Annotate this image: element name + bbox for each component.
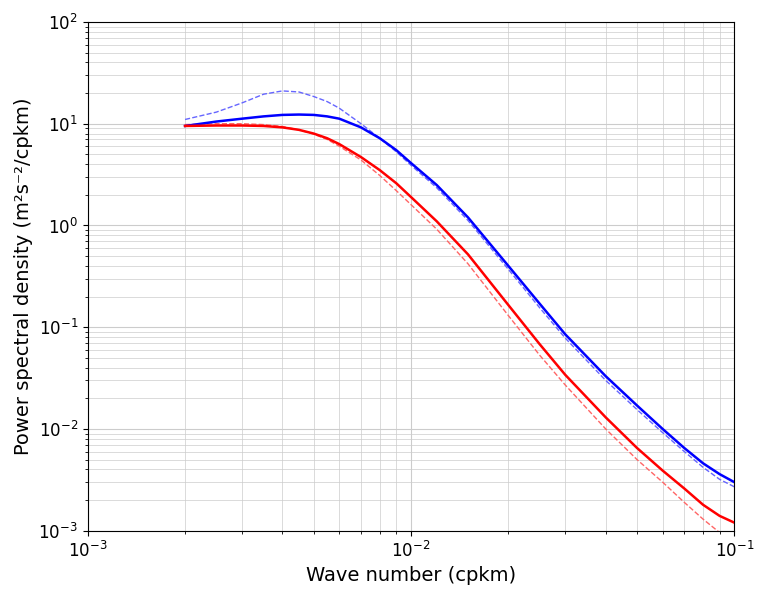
Y-axis label: Power spectral density (m²s⁻²/cpkm): Power spectral density (m²s⁻²/cpkm) [14, 98, 33, 455]
X-axis label: Wave number (cpkm): Wave number (cpkm) [306, 566, 516, 585]
